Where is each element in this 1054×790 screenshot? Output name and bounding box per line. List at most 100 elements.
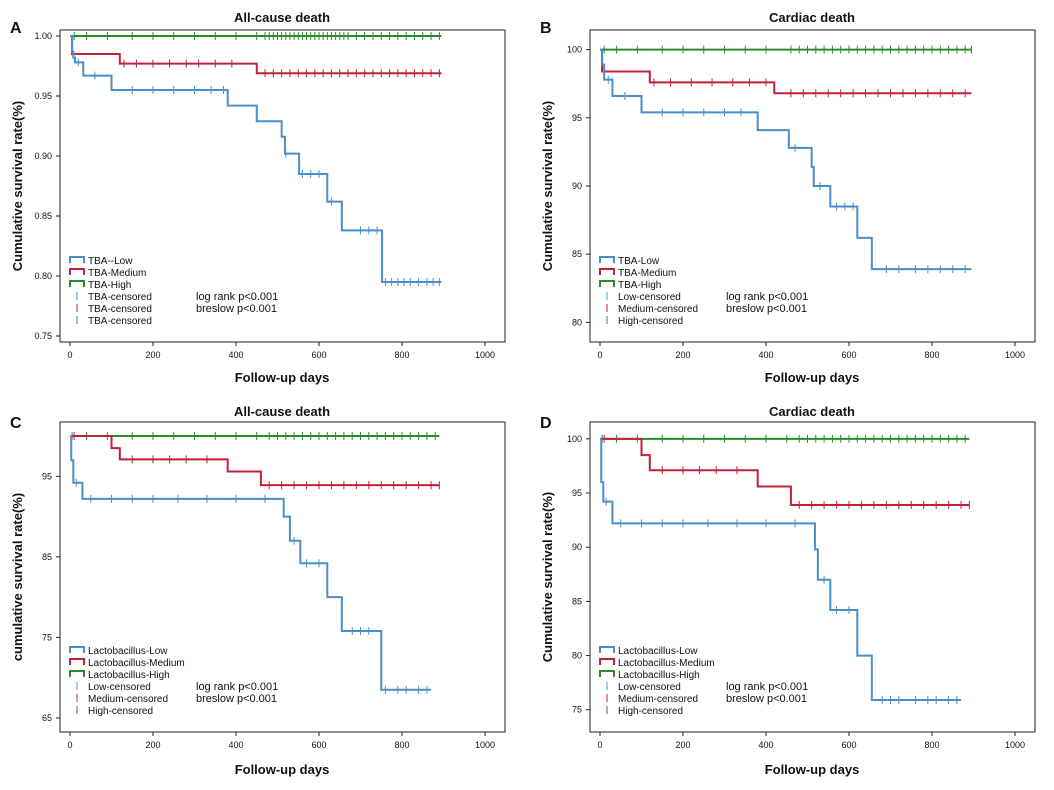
- x-tick-label: 0: [597, 740, 602, 750]
- plot-frame: [59, 421, 506, 733]
- legend-label: TBA-Medium: [618, 268, 676, 279]
- legend-label: Lactobacillus-High: [618, 670, 700, 681]
- legend-censored-label: Medium-censored: [618, 304, 698, 315]
- legend-line-low: [69, 646, 85, 653]
- y-tick-label: 0.95: [34, 91, 52, 101]
- x-tick-label: 800: [394, 350, 409, 360]
- x-tick-label: 600: [841, 740, 856, 750]
- legend-label: Lactobacillus-Low: [618, 646, 698, 657]
- legend-label: TBA--Low: [88, 256, 133, 267]
- x-tick-label: 200: [675, 350, 690, 360]
- y-tick-label: 90: [572, 181, 582, 191]
- x-tick-label: 1000: [475, 740, 495, 750]
- legend-line-high: [69, 280, 85, 287]
- y-tick-label: 75: [572, 705, 582, 715]
- x-tick-label: 600: [311, 350, 326, 360]
- x-tick-label: 1000: [1005, 350, 1025, 360]
- panel-c: C All-cause death Follow-up days cumulative…: [10, 404, 506, 777]
- series-line-low: [600, 437, 962, 701]
- legend-line-high: [69, 670, 85, 677]
- y-tick-label: 80: [572, 651, 582, 661]
- x-tick-label: 0: [67, 740, 72, 750]
- x-axis-label: Follow-up days: [765, 370, 860, 385]
- plot-frame: [589, 421, 1036, 733]
- stats-text: breslow p<0.001: [726, 693, 807, 705]
- legend-censored-label: TBA-censored: [88, 304, 152, 315]
- stats-text: log rank p<0.001: [726, 291, 808, 303]
- legend-line-low: [69, 256, 85, 263]
- x-axis-label: Follow-up days: [235, 762, 330, 777]
- legend-censored-label: High-censored: [88, 706, 153, 717]
- legend-censored-label: TBA-censored: [88, 316, 152, 327]
- series-line-medium: [70, 435, 440, 487]
- x-tick-label: 800: [394, 740, 409, 750]
- panel-a: A All-cause death Follow-up days Cumulative…: [10, 10, 506, 385]
- x-tick-label: 600: [311, 740, 326, 750]
- x-tick-label: 400: [758, 350, 773, 360]
- panel-letter: B: [540, 20, 552, 37]
- series-line-medium: [600, 48, 972, 95]
- legend-censored-label: TBA-censored: [88, 292, 152, 303]
- y-axis-label: Cumulative survival rate(%): [540, 492, 555, 663]
- x-tick-label: 0: [67, 350, 72, 360]
- x-tick-label: 200: [675, 740, 690, 750]
- y-tick-label: 1.00: [34, 31, 52, 41]
- x-tick-label: 400: [228, 740, 243, 750]
- panel-letter: C: [10, 415, 22, 432]
- series-line-low: [70, 35, 442, 283]
- legend-line-medium: [599, 268, 615, 275]
- y-tick-label: 0.75: [34, 331, 52, 341]
- legend-censored-label: High-censored: [618, 316, 683, 327]
- legend-line-high: [599, 280, 615, 287]
- legend-censored-label: Medium-censored: [618, 694, 698, 705]
- legend-label: Lactobacillus-Medium: [618, 658, 715, 669]
- y-tick-label: 80: [572, 317, 582, 327]
- legend-censored-label: Medium-censored: [88, 694, 168, 705]
- stats-text: log rank p<0.001: [196, 681, 278, 693]
- legend-label: TBA-Medium: [88, 268, 146, 279]
- x-tick-label: 800: [924, 740, 939, 750]
- x-tick-label: 200: [145, 740, 160, 750]
- stats-text: log rank p<0.001: [726, 681, 808, 693]
- legend-label: Lactobacillus-High: [88, 670, 170, 681]
- x-tick-label: 1000: [1005, 740, 1025, 750]
- legend-line-high: [599, 670, 615, 677]
- legend-line-medium: [69, 658, 85, 665]
- stats-text: breslow p<0.001: [196, 303, 277, 315]
- legend-line-medium: [599, 658, 615, 665]
- x-axis-label: Follow-up days: [235, 370, 330, 385]
- series-line-medium: [600, 437, 970, 506]
- x-tick-label: 600: [841, 350, 856, 360]
- series-line-medium: [70, 35, 442, 75]
- legend-censored-label: Low-censored: [618, 292, 681, 303]
- legend-label: TBA-High: [88, 280, 131, 291]
- chart-title: All-cause death: [234, 404, 330, 419]
- legend-line-medium: [69, 268, 85, 275]
- y-tick-label: 85: [572, 596, 582, 606]
- stats-text: log rank p<0.001: [196, 291, 278, 303]
- series-line-low: [600, 48, 972, 271]
- series-line-low: [70, 435, 432, 691]
- y-tick-label: 0.90: [34, 151, 52, 161]
- panel-b: B Cardiac death Follow-up days Cumulative s…: [540, 10, 1036, 385]
- legend-censored-label: High-censored: [618, 706, 683, 717]
- x-axis-label: Follow-up days: [765, 762, 860, 777]
- x-tick-label: 400: [758, 740, 773, 750]
- y-axis-label: cumulative survival rate(%): [10, 493, 25, 661]
- legend-line-low: [599, 646, 615, 653]
- x-tick-label: 1000: [475, 350, 495, 360]
- stats-text: breslow p<0.001: [726, 303, 807, 315]
- y-tick-label: 90: [572, 542, 582, 552]
- y-tick-label: 0.85: [34, 211, 52, 221]
- y-tick-label: 85: [42, 552, 52, 562]
- plot-frame: [59, 29, 506, 343]
- legend-censored-label: Low-censored: [618, 682, 681, 693]
- panel-letter: D: [540, 415, 552, 432]
- y-tick-label: 85: [572, 249, 582, 259]
- legend-line-low: [599, 256, 615, 263]
- chart-title: Cardiac death: [769, 10, 855, 25]
- legend-label: Lactobacillus-Medium: [88, 658, 185, 669]
- y-tick-label: 0.80: [34, 271, 52, 281]
- y-tick-label: 95: [42, 471, 52, 481]
